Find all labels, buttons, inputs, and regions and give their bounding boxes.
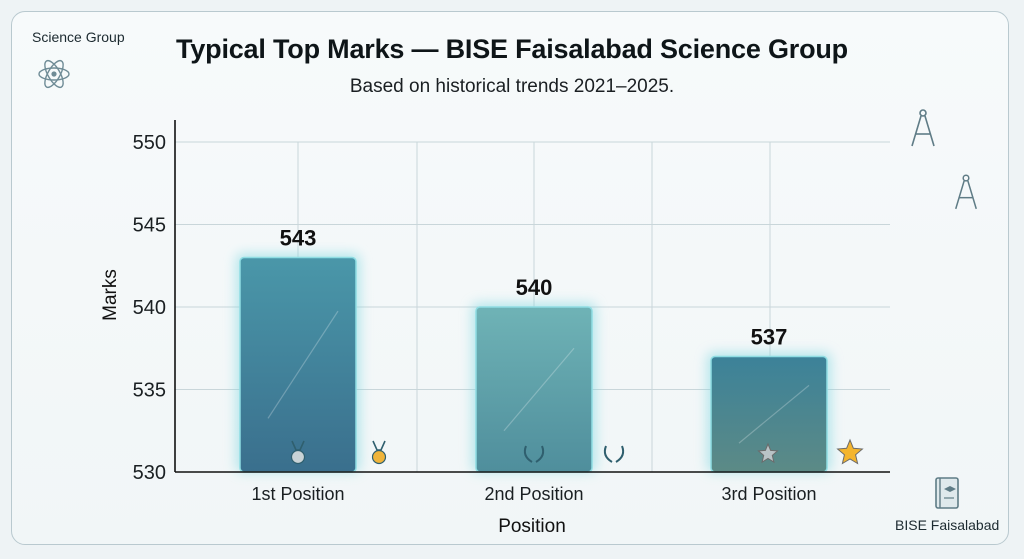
bar [475,306,593,473]
star-icon [836,438,864,465]
compass-icon [911,109,935,147]
y-tick-label: 540 [133,297,166,319]
atom-icon [38,59,70,89]
chart-title: Typical Top Marks — BISE Faisalabad Scie… [176,34,848,64]
y-tick-label: 535 [133,380,166,402]
gold-medal-icon [371,449,387,465]
chart-subtitle: Based on historical trends 2021–2025. [349,76,675,97]
book-icon [935,477,959,509]
y-tick-label: 530 [133,462,166,484]
compass-icon [955,174,977,210]
y-tick-label: 550 [133,132,166,154]
science-group-label: Science Group [32,29,125,45]
bar [239,256,357,473]
bise-faisalabad-label: BISE Faisalabad [895,517,1000,533]
x-tick-label: 1st Position [251,484,344,504]
gold-medal-icon [372,440,386,451]
silver-medal-icon [290,449,306,465]
x-tick-label: 2nd Position [484,484,583,504]
x-axis-title: Position [498,516,566,537]
bar-gloss [738,384,810,444]
y-axis-title: Marks [100,269,121,321]
bar-gloss [267,310,339,419]
star-icon [757,442,779,464]
data-label: 540 [516,275,553,300]
bar-gloss [503,347,575,432]
data-label: 537 [751,325,788,350]
data-label: 543 [280,226,317,251]
y-tick-label: 545 [133,215,166,237]
laurel-icon [603,445,625,463]
laurel-icon [523,445,545,463]
x-tick-label: 3rd Position [721,484,816,504]
